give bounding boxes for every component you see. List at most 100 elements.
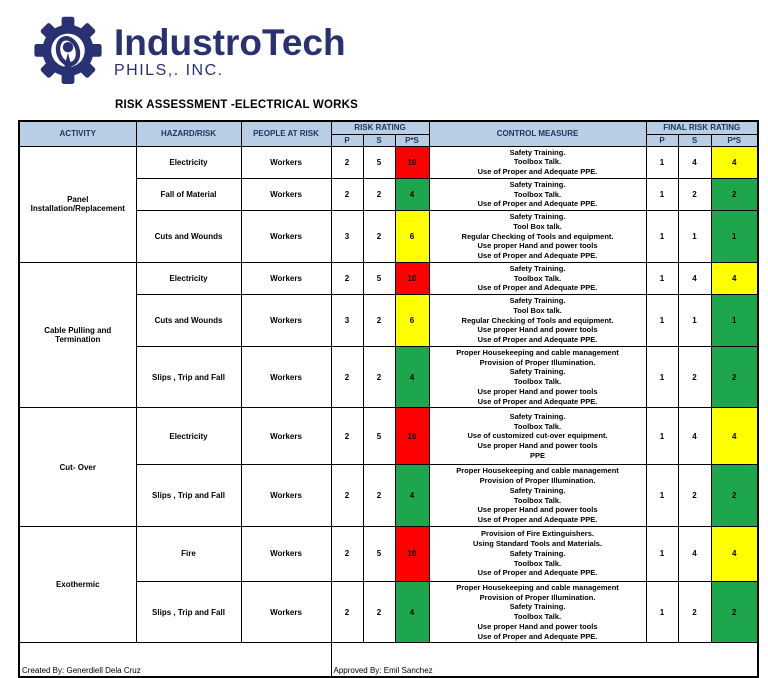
final-risk-score-cell: 4 (710, 407, 759, 466)
control-measure-cell: Safety Training. Toolbox Talk. Use of Pr… (428, 145, 647, 179)
activity-cell: Cut- Over (18, 407, 137, 527)
final-risk-score-cell: 4 (710, 261, 759, 296)
control-measure-cell: Provision of Fire Extinguishers. Using S… (428, 525, 647, 582)
table-row: Cable Pulling and Termination Electricit… (18, 261, 759, 409)
hazard-cell: Fire (135, 525, 242, 582)
table-row: Exothermic Fire Workers 2 5 10 Provision… (18, 525, 759, 644)
risk-score-cell: 10 (394, 145, 430, 179)
severity-cell: 2 (362, 580, 396, 644)
risk-score-cell: 10 (394, 407, 430, 466)
risk-score-cell: 4 (394, 580, 430, 644)
company-name-block: IndustroTech PHILS,. INC. (114, 12, 346, 80)
severity-cell: 2 (362, 345, 396, 409)
hazard-cell: Slips , Trip and Fall (135, 345, 242, 409)
table-row: Slips , Trip and Fall Workers 2 2 4 Prop… (19, 580, 759, 644)
control-measure-cell: Safety Training. Toolbox Talk. Use of cu… (428, 407, 647, 466)
col-header-final-s: S (677, 133, 712, 147)
probability-cell: 2 (330, 145, 364, 179)
hazard-cell: Slips , Trip and Fall (135, 580, 242, 644)
final-severity-cell: 2 (677, 345, 712, 409)
final-severity-cell: 1 (677, 210, 712, 263)
final-probability-cell: 1 (645, 210, 679, 263)
probability-cell: 3 (330, 294, 364, 347)
final-severity-cell: 1 (677, 294, 712, 347)
table-row: Fall of Material Workers 2 2 4 Safety Tr… (19, 177, 759, 212)
final-probability-cell: 1 (645, 525, 679, 582)
risk-score-cell: 4 (394, 345, 430, 409)
hazard-cell: Cuts and Wounds (135, 294, 242, 347)
people-at-risk-cell: Workers (240, 464, 332, 527)
probability-cell: 3 (330, 210, 364, 263)
col-header-hazard: HAZARD/RISK (135, 120, 242, 147)
company-logo: IndustroTech PHILS,. INC. (28, 12, 757, 92)
final-probability-cell: 1 (645, 145, 679, 179)
risk-assessment-table: ACTIVITY HAZARD/RISK PEOPLE AT RISK RISK… (18, 120, 760, 678)
control-measure-cell: Proper Housekeeping and cable management… (428, 464, 647, 527)
table-row: Cut- Over Electricity Workers 2 5 10 Saf… (18, 407, 759, 527)
probability-cell: 2 (330, 177, 364, 212)
final-probability-cell: 1 (645, 294, 679, 347)
final-risk-score-cell: 1 (710, 294, 759, 347)
risk-score-cell: 10 (394, 525, 430, 582)
final-probability-cell: 1 (645, 407, 679, 466)
severity-cell: 2 (362, 294, 396, 347)
people-at-risk-cell: Workers (240, 177, 332, 212)
col-header-s: S (362, 133, 396, 147)
activity-cell: Cable Pulling and Termination (18, 261, 137, 409)
page-title: RISK ASSESSMENT -ELECTRICAL WORKS (115, 99, 359, 111)
final-severity-cell: 4 (677, 261, 712, 296)
risk-score-cell: 6 (394, 210, 430, 263)
col-header-ps: P*S (394, 133, 430, 147)
final-severity-cell: 4 (677, 407, 712, 466)
hazard-cell: Electricity (135, 145, 242, 179)
final-risk-score-cell: 4 (710, 525, 759, 582)
final-risk-score-cell: 2 (710, 464, 759, 527)
col-header-risk-rating: RISK RATING (330, 120, 430, 135)
hazard-cell: Electricity (135, 407, 242, 466)
activity-cell: Exothermic (18, 525, 137, 644)
final-severity-cell: 2 (677, 580, 712, 644)
table-row: Panel Installation/Replacement Electrici… (18, 145, 759, 263)
final-risk-score-cell: 2 (710, 345, 759, 409)
control-measure-cell: Proper Housekeeping and cable management… (428, 345, 647, 409)
control-measure-cell: Proper Housekeeping and cable management… (428, 580, 647, 644)
col-header-final-risk-rating: FINAL RISK RATING (645, 120, 759, 135)
gear-person-icon (34, 16, 102, 84)
severity-cell: 2 (362, 177, 396, 212)
risk-score-cell: 4 (394, 464, 430, 527)
final-severity-cell: 4 (677, 145, 712, 179)
control-measure-cell: Safety Training. Tool Box talk. Regular … (428, 210, 647, 263)
final-severity-cell: 2 (677, 464, 712, 527)
col-header-p: P (330, 133, 364, 147)
people-at-risk-cell: Workers (240, 407, 332, 466)
company-subtitle: PHILS,. INC. (114, 62, 224, 79)
people-at-risk-cell: Workers (240, 261, 332, 296)
col-header-control-measure: CONTROL MEASURE (428, 120, 647, 147)
control-measure-cell: Safety Training. Toolbox Talk. Use of Pr… (428, 177, 647, 212)
probability-cell: 2 (330, 407, 364, 466)
final-probability-cell: 1 (645, 580, 679, 644)
probability-cell: 2 (330, 261, 364, 296)
severity-cell: 5 (362, 525, 396, 582)
control-measure-cell: Safety Training. Toolbox Talk. Use of Pr… (428, 261, 647, 296)
probability-cell: 2 (330, 464, 364, 527)
table-row: Slips , Trip and Fall Workers 2 2 4 Prop… (19, 464, 759, 527)
people-at-risk-cell: Workers (240, 294, 332, 347)
final-risk-score-cell: 2 (710, 580, 759, 644)
col-header-activity: ACTIVITY (18, 120, 137, 147)
people-at-risk-cell: Workers (240, 210, 332, 263)
col-header-people: PEOPLE AT RISK (240, 120, 332, 147)
severity-cell: 2 (362, 464, 396, 527)
severity-cell: 2 (362, 210, 396, 263)
probability-cell: 2 (330, 525, 364, 582)
people-at-risk-cell: Workers (240, 525, 332, 582)
people-at-risk-cell: Workers (240, 580, 332, 644)
final-probability-cell: 1 (645, 464, 679, 527)
table-row: Cuts and Wounds Workers 3 2 6 Safety Tra… (19, 294, 759, 347)
final-severity-cell: 2 (677, 177, 712, 212)
final-probability-cell: 1 (645, 261, 679, 296)
company-name: IndustroTech (114, 22, 346, 63)
final-risk-score-cell: 2 (710, 177, 759, 212)
probability-cell: 2 (330, 580, 364, 644)
